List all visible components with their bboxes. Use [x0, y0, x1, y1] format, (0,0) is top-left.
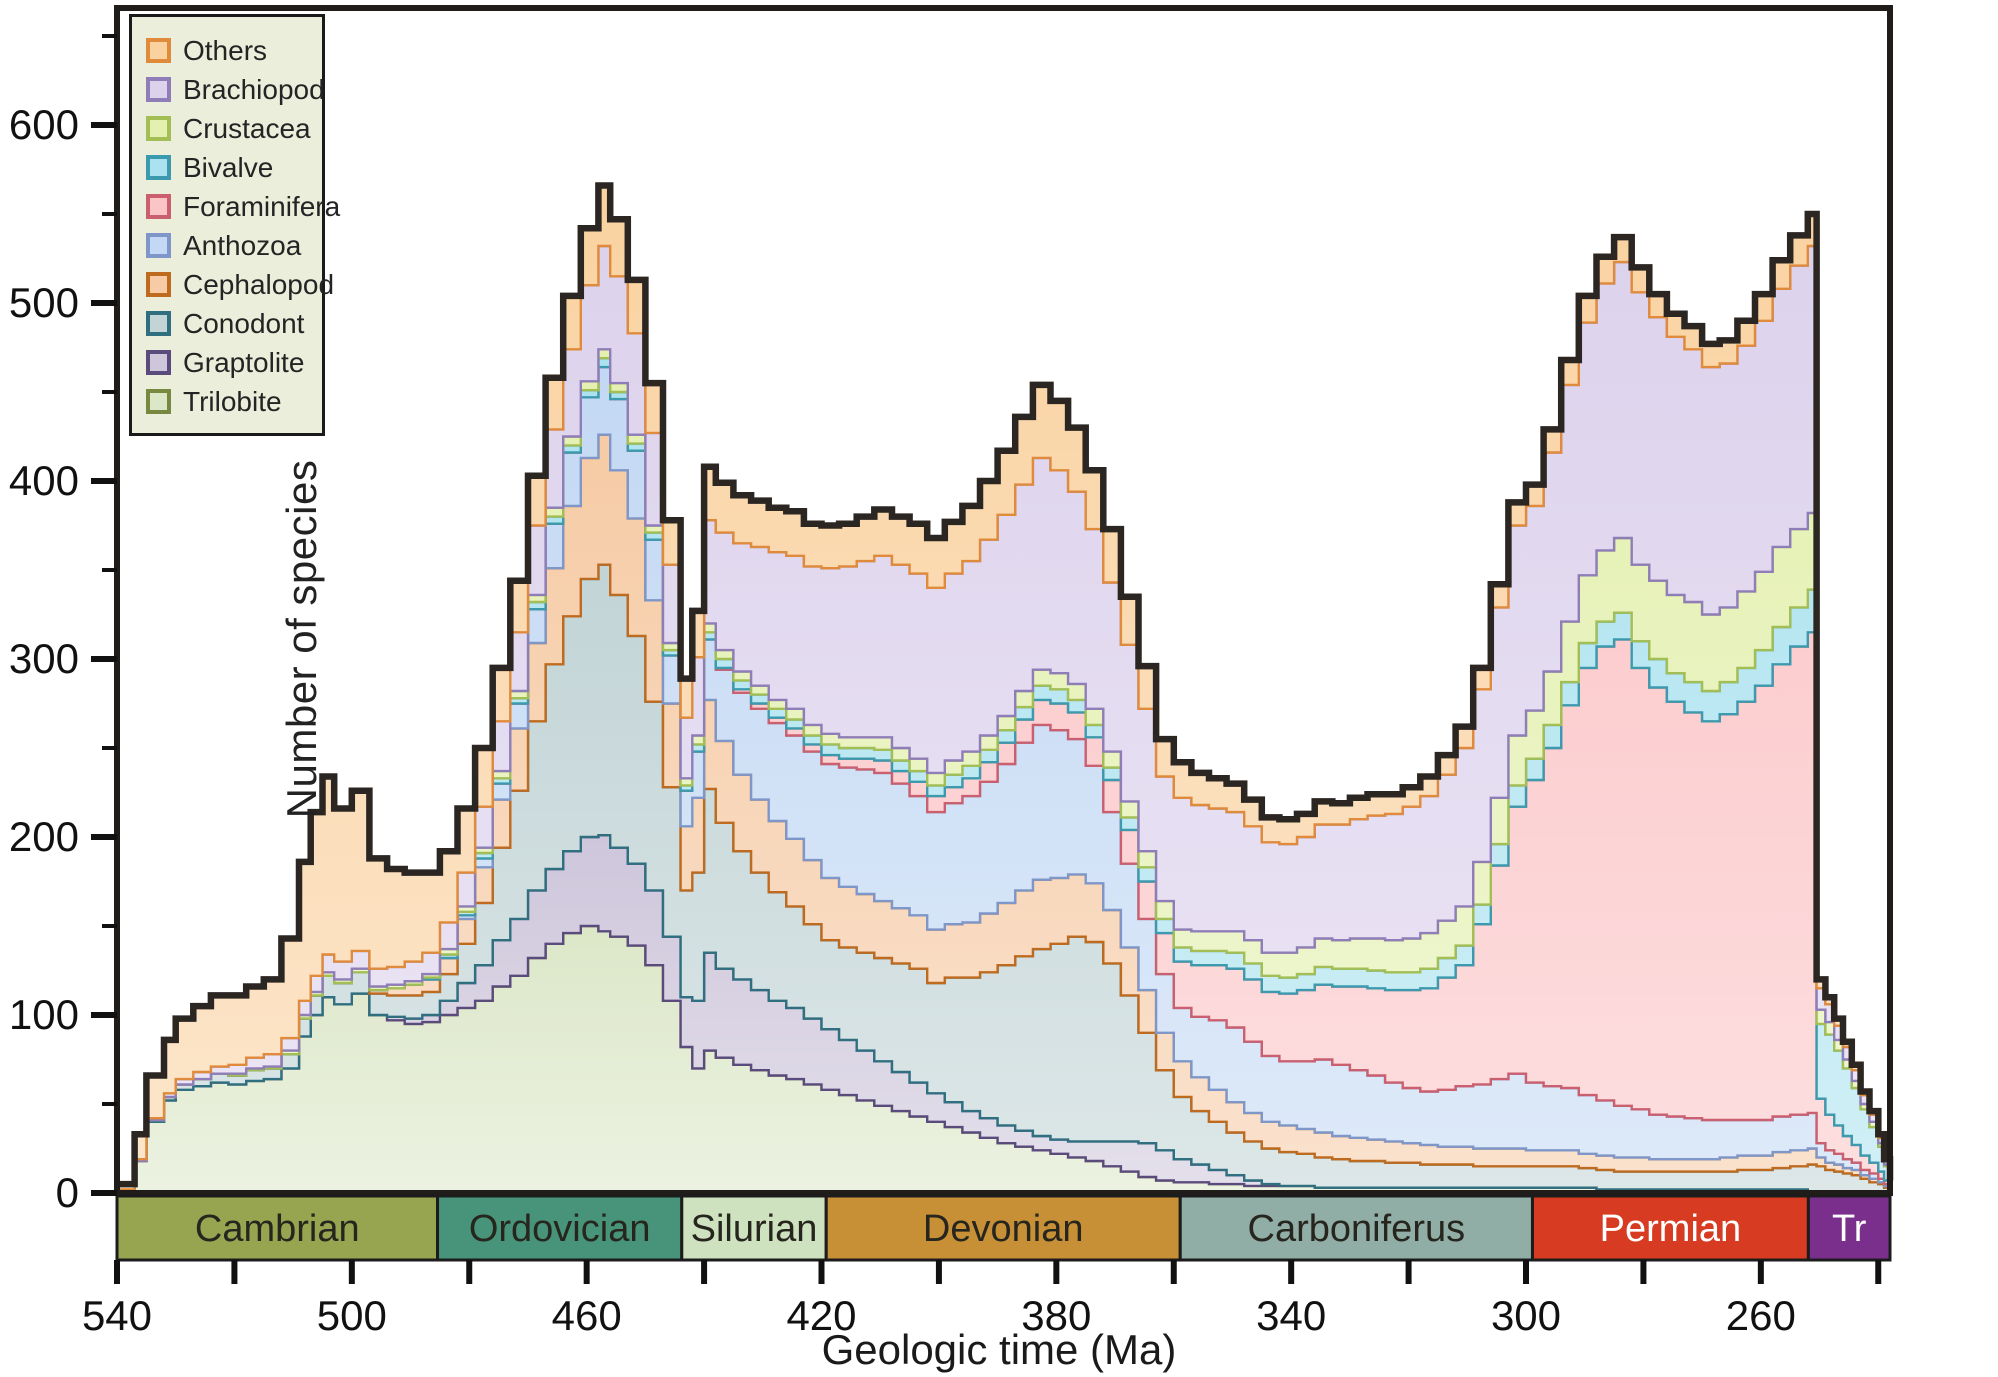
legend-swatch-icon	[146, 194, 171, 219]
legend-label: Others	[183, 34, 268, 66]
legend-label: Trilobite	[183, 385, 282, 417]
x-tick-label: 340	[1256, 1292, 1326, 1339]
legend-label: Foraminifera	[183, 190, 341, 222]
x-axis-title: Geologic time (Ma)	[821, 1326, 1177, 1373]
legend: Others Brachiopod Crustacea Bivalve Foramini…	[129, 14, 340, 436]
x-axis-ticks: 540 500 460 420 380 340 300 260	[82, 1260, 1882, 1339]
legend-label: Graptolite	[183, 346, 305, 378]
y-tick-label: 200	[9, 813, 79, 860]
legend-item-graptolite: Graptolite	[146, 343, 312, 382]
y-tick-label: 400	[9, 457, 79, 504]
x-tick-label: 300	[1491, 1292, 1561, 1339]
period-label: Permian	[1600, 1208, 1742, 1250]
legend-item-others: Others	[146, 31, 312, 70]
legend-label: Anthozoa	[183, 229, 302, 261]
legend-swatch-icon	[146, 38, 171, 63]
legend-swatch-icon	[146, 389, 171, 414]
legend-item-brachiopod: Brachiopod	[146, 70, 325, 109]
period-label: Silurian	[691, 1208, 818, 1250]
legend-swatch-icon	[146, 116, 171, 141]
x-tick-label: 380	[1021, 1292, 1091, 1339]
legend-label: Brachiopod	[183, 73, 325, 105]
period-carboniferus	[1178, 1194, 1534, 1262]
geologic-period-band: Cambrian Ordovician Silurian Devonian Carbon…	[115, 1194, 1892, 1262]
period-label: Tr	[1832, 1208, 1867, 1250]
period-label: Cambrian	[195, 1208, 360, 1250]
legend-label: Conodont	[183, 307, 305, 339]
y-tick-label: 600	[9, 101, 79, 148]
x-tick-label: 460	[552, 1292, 622, 1339]
legend-item-foraminifera: Foraminifera	[146, 187, 340, 226]
plot-frame	[114, 5, 1893, 1196]
legend-item-crustacea: Crustacea	[146, 109, 312, 148]
x-tick-label: 540	[82, 1292, 152, 1339]
legend-item-cephalopod: Cephalopod	[146, 265, 334, 304]
y-tick-label: 500	[9, 279, 79, 326]
legend-swatch-icon	[146, 233, 171, 258]
legend-swatch-icon	[146, 155, 171, 180]
legend-label: Cephalopod	[183, 268, 335, 300]
legend-label: Crustacea	[183, 112, 311, 144]
period-label: Ordovician	[469, 1208, 651, 1250]
legend-item-trilobite: Trilobite	[146, 382, 312, 421]
x-tick-label: 500	[317, 1292, 387, 1339]
period-cambrian	[115, 1194, 440, 1262]
y-tick-label: 300	[9, 635, 79, 682]
y-axis-ticks: 0 100 200 300 400 500 600	[9, 34, 117, 1216]
legend-swatch-icon	[146, 311, 171, 336]
legend-item-conodont: Conodont	[146, 304, 312, 343]
period-tr	[1806, 1194, 1892, 1262]
total-line	[117, 182, 1894, 1188]
legend-swatch-icon	[146, 350, 171, 375]
x-tick-label: 420	[786, 1292, 856, 1339]
x-tick-label: 260	[1726, 1292, 1796, 1339]
legend-label: Bivalve	[183, 151, 274, 183]
y-tick-label: 0	[56, 1169, 79, 1216]
stacked-bands	[115, 184, 1892, 1195]
period-label: Devonian	[923, 1208, 1084, 1250]
legend-item-bivalve: Bivalve	[146, 148, 312, 187]
legend-swatch-icon	[146, 272, 171, 297]
legend-swatch-icon	[146, 77, 171, 102]
period-permian	[1530, 1194, 1810, 1262]
legend-item-anthozoa: Anthozoa	[146, 226, 312, 265]
period-label: Carboniferus	[1248, 1208, 1466, 1250]
y-tick-label: 100	[9, 991, 79, 1038]
